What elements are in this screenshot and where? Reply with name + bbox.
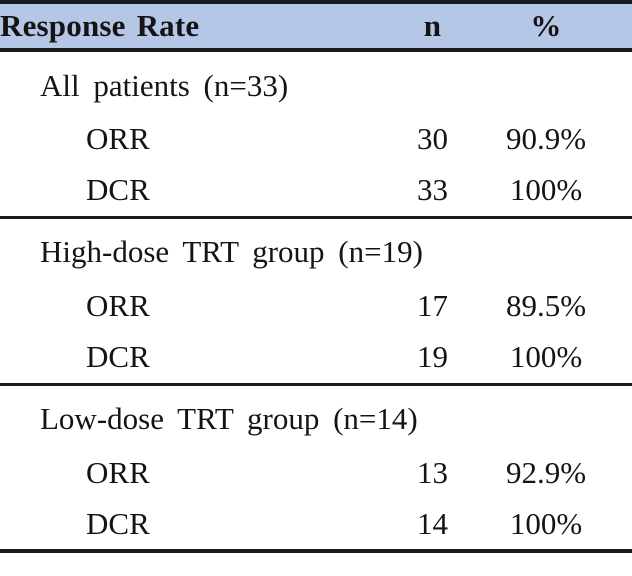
row-label-orr: ORR <box>86 121 150 156</box>
section-label: All patients (n=33) <box>40 67 289 103</box>
table-row-dcr: DCR 19 100% <box>0 332 632 384</box>
table-row-dcr: DCR 33 100% <box>0 165 632 217</box>
n-value: 17 <box>417 288 448 323</box>
section-label-row: Low-dose TRT group (n=14) <box>0 384 632 447</box>
table-row-orr: ORR 17 89.5% <box>0 280 632 332</box>
table-row-orr: ORR 13 92.9% <box>0 447 632 499</box>
section-label: Low-dose TRT group (n=14) <box>40 401 418 437</box>
pct-value: 100% <box>509 172 583 208</box>
header-cell-response-rate: Response Rate <box>0 0 375 52</box>
row-label-dcr: DCR <box>86 506 150 541</box>
table-row-orr: ORR 30 90.9% <box>0 113 632 165</box>
header-cell-n: n <box>375 0 490 52</box>
pct-value: 89.5% <box>505 288 587 323</box>
row-label-orr: ORR <box>86 288 150 323</box>
header-cell-pct: % <box>490 0 602 52</box>
section-label-row: High-dose TRT group (n=19) <box>0 217 632 280</box>
n-value: 33 <box>417 172 448 208</box>
response-rate-table: Response Rate n % All patients (n=33) OR… <box>0 0 632 551</box>
section-low-dose: Low-dose TRT group (n=14) ORR 13 92.9% D… <box>0 384 632 551</box>
row-label-dcr: DCR <box>86 339 150 375</box>
section-all-patients: All patients (n=33) ORR 30 90.9% DCR 33 … <box>0 50 632 217</box>
n-value: 13 <box>417 455 448 490</box>
section-label-row: All patients (n=33) <box>0 50 632 113</box>
n-value: 19 <box>417 339 448 375</box>
row-label-orr: ORR <box>86 455 150 490</box>
table-header-row: Response Rate n % <box>0 0 632 52</box>
pct-value: 100% <box>509 339 583 375</box>
header-cell-filler <box>602 0 632 52</box>
n-value: 30 <box>417 121 448 156</box>
pct-value: 92.9% <box>505 455 587 490</box>
row-label-dcr: DCR <box>86 172 150 208</box>
table-row-dcr: DCR 14 100% <box>0 499 632 551</box>
pct-value: 100% <box>509 506 583 541</box>
n-value: 14 <box>417 506 448 541</box>
section-high-dose: High-dose TRT group (n=19) ORR 17 89.5% … <box>0 217 632 384</box>
pct-value: 90.9% <box>505 121 587 156</box>
section-label: High-dose TRT group (n=19) <box>40 234 423 270</box>
